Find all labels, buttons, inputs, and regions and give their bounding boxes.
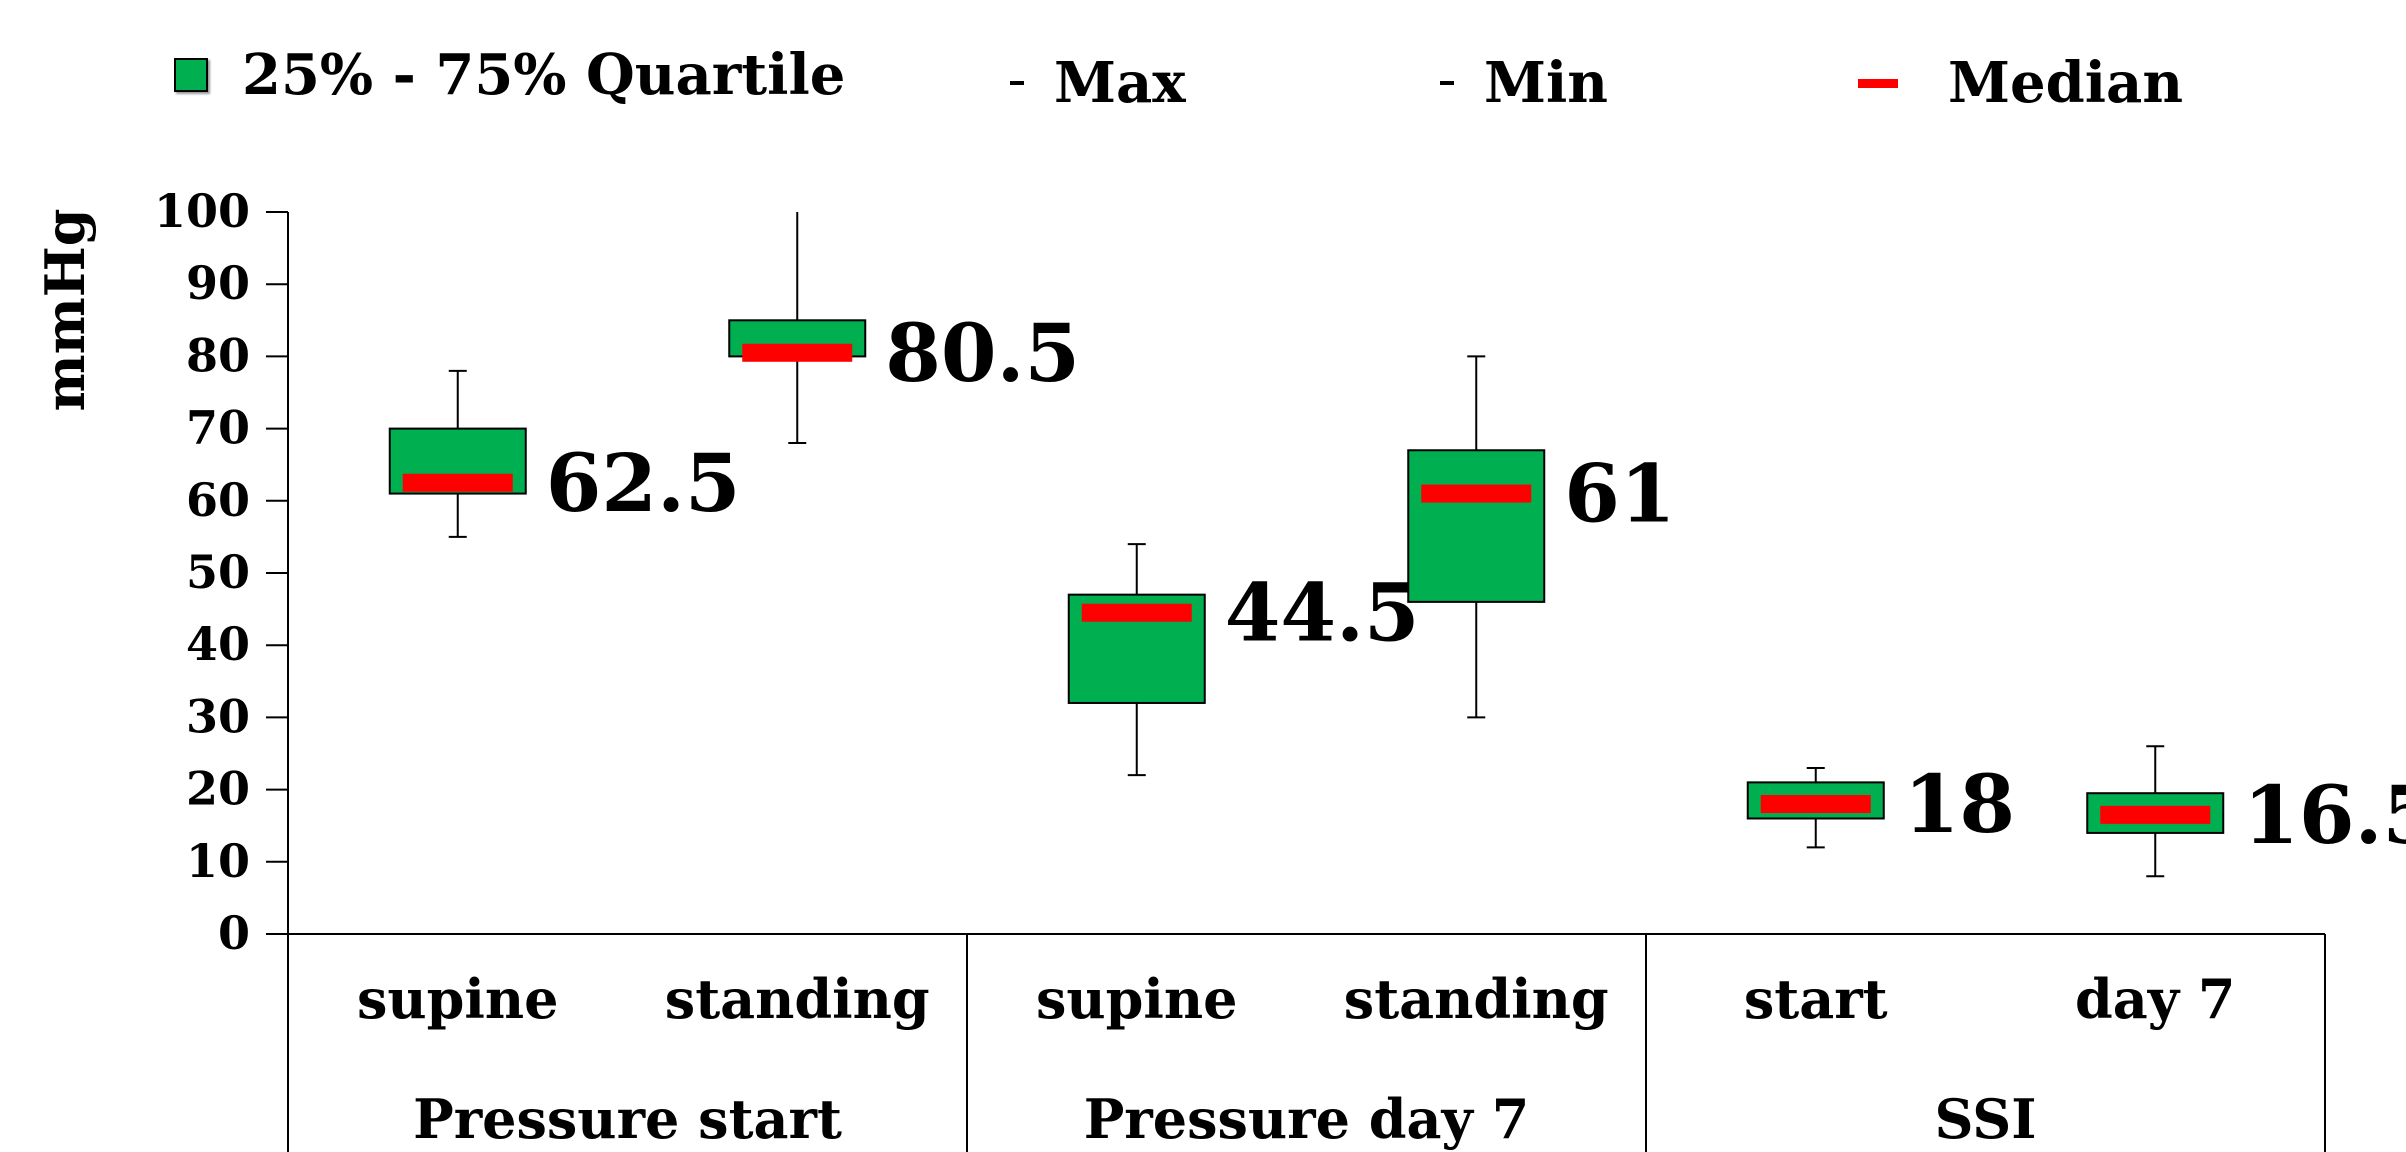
x-category-label: standing (1344, 967, 1609, 1031)
x-category-label: day 7 (2075, 967, 2236, 1031)
y-tick-label: 90 (186, 256, 250, 310)
y-tick-label: 40 (186, 617, 250, 671)
box-series-item: 80.5 (728, 212, 1080, 445)
legend: 25% - 75% Quartile Max Min Median (0, 0, 2406, 140)
box-series-item: 16.5 (2086, 745, 2406, 878)
legend-item-quartile: 25% - 75% Quartile (174, 40, 845, 110)
x-category-label: start (1744, 967, 1888, 1031)
y-axis-label: mmHg (33, 208, 97, 411)
legend-item-min: Min (1440, 48, 1608, 118)
x-category-label: supine (357, 967, 559, 1031)
y-tick-label: 70 (186, 401, 250, 455)
boxes: 62.5 80.5 44.5 61 18 16.5 (388, 212, 2406, 878)
x-group-label: Pressure day 7 (1084, 1087, 1530, 1151)
legend-min-label: Min (1484, 50, 1608, 116)
y-tick-label: 80 (186, 328, 250, 382)
median-marker (2100, 805, 2211, 824)
median-marker (1421, 484, 1532, 503)
median-value-label: 44.5 (1225, 566, 1420, 660)
y-tick-label: 50 (186, 545, 250, 599)
legend-max-swatch-icon (1010, 81, 1024, 85)
axes: 0 10 20 30 40 50 60 70 80 90 100 supine standing Pres… (154, 184, 2326, 1152)
median-marker (402, 473, 513, 492)
median-marker (742, 343, 853, 362)
x-group-label: SSI (1934, 1087, 2036, 1151)
median-marker (1760, 795, 1871, 814)
y-tick-label: 10 (186, 834, 250, 888)
legend-quartile-label: 25% - 75% Quartile (242, 42, 846, 108)
legend-median-swatch-icon (1858, 78, 1898, 88)
y-tick-label: 20 (186, 762, 250, 816)
quartile-box (1407, 449, 1546, 603)
box-series-item: 18 (1746, 757, 2015, 851)
legend-median-label: Median (1948, 50, 2184, 116)
legend-max-label: Max (1054, 50, 1186, 116)
median-value-label: 62.5 (546, 436, 741, 530)
median-value-label: 18 (1904, 757, 2015, 851)
median-marker (1081, 603, 1192, 622)
legend-item-max: Max (1010, 48, 1186, 118)
x-category-label: supine (1036, 967, 1238, 1031)
box-series-item: 44.5 (1067, 543, 1420, 777)
legend-quartile-swatch-icon (174, 58, 208, 92)
box-series-item: 62.5 (388, 369, 741, 538)
y-tick-label: 100 (154, 184, 250, 238)
y-tick-label: 60 (186, 473, 250, 527)
box-series-item: 61 (1407, 355, 1676, 719)
y-tick-label: 0 (218, 906, 250, 960)
legend-min-swatch-icon (1440, 81, 1454, 85)
median-value-label: 16.5 (2243, 768, 2406, 862)
y-tick-label: 30 (186, 689, 250, 743)
median-value-label: 61 (1564, 447, 1675, 541)
x-category-label: standing (665, 967, 930, 1031)
x-group-label: Pressure start (413, 1087, 842, 1151)
median-value-label: 80.5 (885, 306, 1080, 400)
legend-item-median: Median (1858, 48, 2183, 118)
